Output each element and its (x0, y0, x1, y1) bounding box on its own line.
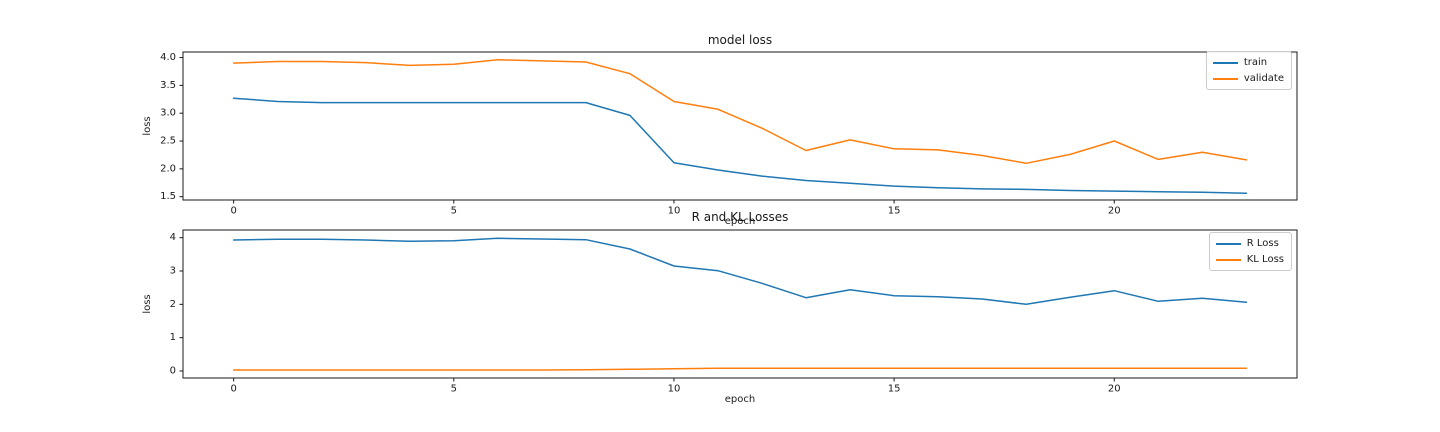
x-tick-label: 0 (230, 205, 236, 216)
x-tick-label: 10 (668, 205, 681, 216)
x-tick-label: 5 (451, 383, 457, 394)
chart2-title: R and KL Losses (691, 210, 789, 224)
train-line (232, 97, 1248, 195)
x-tick-label: 20 (1108, 205, 1121, 216)
legend-label-kl-loss: KL Loss (1246, 254, 1284, 265)
x-tick-label: 10 (668, 383, 681, 394)
axes-spines (182, 51, 1298, 201)
legend-label-r-loss: R Loss (1246, 238, 1279, 249)
x-tick-label: 15 (888, 205, 901, 216)
chart1-ylabel: loss (142, 116, 153, 136)
validate-line (232, 59, 1248, 165)
x-tick-label: 0 (230, 383, 236, 394)
chart2-xlabel: epoch (724, 394, 756, 405)
y-tick-label: 1.5 (160, 191, 176, 202)
chart1-legend: train validate (1205, 51, 1292, 90)
validate-line-swatch (1212, 77, 1238, 80)
y-tick-label: 3.5 (160, 80, 176, 91)
chart2-ylabel: loss (142, 294, 153, 314)
train-line-swatch (1212, 61, 1238, 64)
y-tick-label: 3.0 (160, 108, 176, 119)
legend-label-validate: validate (1243, 73, 1284, 84)
y-tick-label: 3 (170, 266, 176, 277)
legend-label-train: train (1243, 57, 1268, 68)
chart1-title: model loss (707, 33, 773, 47)
kl-loss-line (232, 367, 1248, 371)
legend-item-r-loss: R Loss (1215, 237, 1284, 250)
y-tick-label: 2 (170, 299, 176, 310)
y-tick-label: 2.0 (160, 163, 176, 174)
y-tick-label: 4.0 (160, 52, 176, 63)
chart2-legend: R Loss KL Loss (1208, 232, 1292, 271)
legend-item-train: train (1212, 56, 1284, 69)
y-tick-label: 1 (170, 332, 176, 343)
r-loss-line (232, 237, 1248, 306)
x-tick-label: 20 (1108, 383, 1121, 394)
y-tick-label: 4 (170, 232, 176, 243)
y-tick-label: 2.5 (160, 136, 176, 147)
x-tick-label: 5 (451, 205, 457, 216)
legend-item-validate: validate (1212, 72, 1284, 85)
chart1-xlabel: epoch (724, 216, 756, 227)
r-loss-line-swatch (1215, 242, 1241, 245)
x-tick-label: 15 (888, 383, 901, 394)
y-tick-label: 0 (170, 366, 176, 377)
legend-item-kl-loss: KL Loss (1215, 253, 1284, 266)
axes-spines (182, 229, 1298, 379)
kl-loss-line-swatch (1215, 258, 1241, 261)
